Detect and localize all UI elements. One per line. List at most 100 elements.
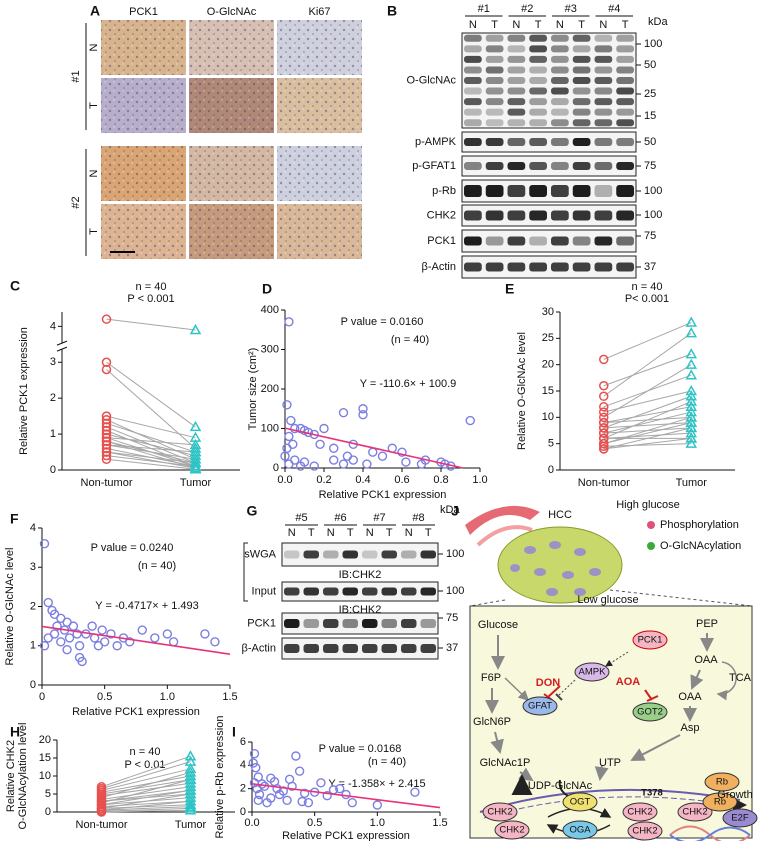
pair-line <box>603 411 692 434</box>
band <box>485 108 504 116</box>
x-tick-label: Tumor <box>180 477 212 489</box>
pair-line <box>106 455 196 467</box>
pair-line <box>106 361 196 428</box>
blot-label: p-GFAT1 <box>412 160 456 172</box>
point <box>297 796 307 807</box>
point <box>189 446 202 457</box>
band <box>572 108 591 116</box>
lane-label: T <box>578 19 585 31</box>
ip-bracket <box>243 542 248 602</box>
band <box>485 45 504 53</box>
point <box>184 802 197 813</box>
panel-letter: E <box>505 281 514 297</box>
pair-line <box>106 415 196 439</box>
marker-label: 75 <box>644 230 656 242</box>
point <box>319 423 329 434</box>
band <box>551 66 569 74</box>
band <box>529 55 547 63</box>
band <box>594 87 613 95</box>
point <box>401 457 411 467</box>
point <box>101 364 112 375</box>
pair-line <box>101 800 191 811</box>
marker-label: 50 <box>644 136 656 148</box>
marker-label: 37 <box>644 261 656 273</box>
panel-letter: D <box>262 281 272 297</box>
marker-label: 75 <box>446 612 458 624</box>
lane-label: T <box>491 19 498 31</box>
point <box>39 641 50 651</box>
blot-caption: IB:CHK2 <box>339 569 382 581</box>
band <box>616 236 634 246</box>
pair-line <box>106 433 196 457</box>
ihc-texture <box>189 204 274 259</box>
point <box>189 420 202 432</box>
blot-label: β-Actin <box>422 261 456 273</box>
blot-label: sWGA <box>244 548 276 560</box>
ihc-texture <box>189 146 274 201</box>
point <box>315 439 325 449</box>
band <box>464 262 482 272</box>
point <box>397 447 407 457</box>
legend-label: Phosphorylation <box>660 519 739 531</box>
node <box>482 802 518 822</box>
x-tick-label: Non-tumor <box>578 477 630 489</box>
x-tick-label: 0.5 <box>97 691 112 703</box>
pair-line <box>603 422 692 429</box>
marker-label: 100 <box>446 548 464 560</box>
y-tick-label: 0 <box>240 806 246 818</box>
band <box>594 98 613 106</box>
y-tick-label: 0 <box>50 464 56 476</box>
diagram-label: DON <box>536 677 561 689</box>
ihc-texture <box>277 78 362 133</box>
node <box>677 802 713 822</box>
pair-line <box>106 451 196 469</box>
band <box>303 550 319 559</box>
band <box>362 550 378 559</box>
blot-label: CHK2 <box>427 209 456 221</box>
point <box>101 443 112 454</box>
band <box>551 119 569 127</box>
pair-line <box>603 353 692 387</box>
y-tick-label: 4 <box>50 320 56 332</box>
y-tick-label: 10 <box>542 411 554 423</box>
y-tick-label: 0 <box>45 806 51 818</box>
x-tick-label: Tumor <box>676 477 708 489</box>
point <box>290 455 300 465</box>
diagram-label: OGT <box>570 797 591 808</box>
axis-break-mark <box>56 340 68 346</box>
marker-label: 37 <box>446 642 458 654</box>
point <box>342 451 353 461</box>
point <box>266 793 276 803</box>
point <box>101 440 112 450</box>
x-tick-label: 0.0 <box>277 474 292 486</box>
point <box>599 402 609 412</box>
point <box>377 451 388 461</box>
band <box>323 619 339 628</box>
node <box>522 696 558 716</box>
x-axis-label: Relative PCK1 expression <box>282 830 410 841</box>
band <box>507 210 526 221</box>
point <box>338 408 349 418</box>
pair-line <box>603 406 692 424</box>
point <box>599 412 609 423</box>
ihc-texture <box>277 204 362 259</box>
band <box>464 185 482 197</box>
y-tick-label: 2 <box>240 783 246 795</box>
blot-label: p-AMPK <box>415 136 457 148</box>
panel-letter: H <box>10 724 20 740</box>
pair-line <box>101 755 191 788</box>
band <box>420 550 436 559</box>
panel-letter: F <box>10 511 19 527</box>
point <box>299 788 310 799</box>
y-axis-label: Relative p-Rb expression <box>214 716 226 839</box>
band <box>485 236 504 246</box>
band <box>464 119 482 127</box>
point <box>101 450 112 461</box>
x-tick-label: 0.6 <box>394 474 409 486</box>
y-tick-label: 6 <box>240 736 246 748</box>
blot <box>461 229 637 253</box>
point <box>184 804 197 815</box>
point <box>599 438 609 449</box>
point <box>87 621 97 631</box>
x-axis-label: Relative PCK1 expression <box>319 489 447 501</box>
